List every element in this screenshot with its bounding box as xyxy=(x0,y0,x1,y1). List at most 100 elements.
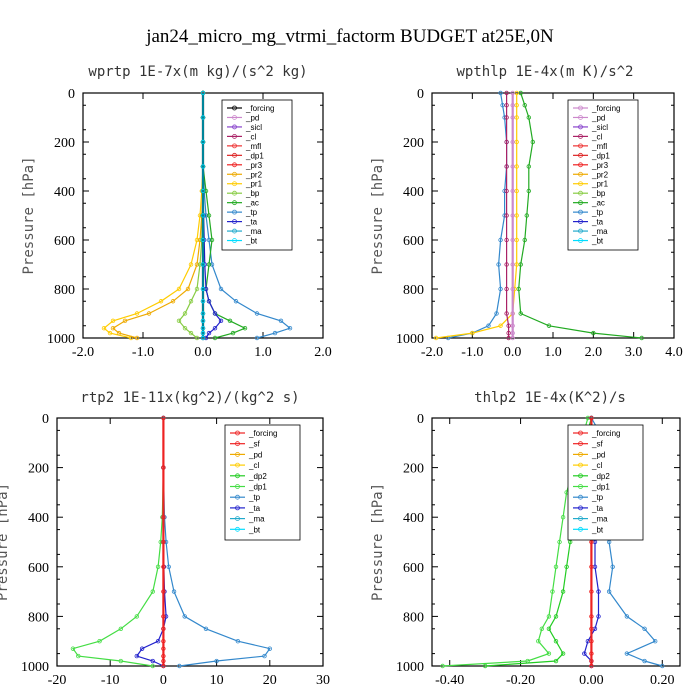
x-tick-label: 0.20 xyxy=(650,673,675,688)
data-point xyxy=(560,589,566,594)
legend-label: _pr2 xyxy=(591,170,609,179)
data-point xyxy=(161,646,166,651)
y-tick-label: 1000 xyxy=(21,660,49,675)
data-point xyxy=(539,626,545,631)
legend-marker xyxy=(235,462,240,468)
x-tick-label: -1.0 xyxy=(132,345,154,360)
figure-title: jan24_micro_mg_vtrmi_factorm BUDGET at25… xyxy=(145,26,554,47)
data-point xyxy=(504,115,509,120)
data-point xyxy=(589,663,594,669)
legend-label: _pd xyxy=(245,113,259,122)
data-point xyxy=(546,323,552,328)
data-point xyxy=(235,639,241,644)
legend-marker xyxy=(578,200,583,206)
legend-marker xyxy=(578,505,583,511)
legend-marker xyxy=(235,526,240,532)
legend-label: _pd xyxy=(591,450,605,459)
legend-marker xyxy=(578,219,583,225)
x-tick-label: 2.0 xyxy=(585,345,603,360)
data-point xyxy=(553,614,559,619)
data-point xyxy=(110,318,116,324)
x-tick-label: 0.00 xyxy=(579,673,604,688)
data-point xyxy=(510,103,515,108)
data-point xyxy=(166,564,171,569)
data-point xyxy=(134,335,140,341)
legend-label: _tp xyxy=(248,493,261,502)
data-point xyxy=(504,188,509,194)
data-point xyxy=(504,139,509,145)
data-point xyxy=(134,311,140,316)
data-point xyxy=(161,589,166,594)
series-line-tp xyxy=(447,92,508,339)
data-point xyxy=(194,237,200,243)
legend: _forcing _sf_pd _cl _dp2 _dp1_tp _ta _ma_bt xyxy=(567,424,644,541)
data-point xyxy=(118,658,124,664)
data-point xyxy=(591,330,596,336)
legend-label: _dp1 xyxy=(248,483,267,492)
data-point xyxy=(200,311,206,316)
data-point xyxy=(510,311,515,316)
data-point xyxy=(272,330,278,336)
data-point xyxy=(482,663,488,669)
legend-label: _bp xyxy=(245,189,260,198)
data-point xyxy=(146,311,152,316)
legend-marker xyxy=(578,228,583,234)
legend-marker xyxy=(232,238,237,243)
legend-marker xyxy=(232,190,237,196)
y-tick-label: 600 xyxy=(403,234,424,249)
legend-marker xyxy=(578,171,583,177)
legend-label: _ta xyxy=(591,504,604,513)
data-point xyxy=(200,115,206,120)
data-point xyxy=(150,663,155,669)
x-tick-label: 30 xyxy=(316,673,330,688)
data-point xyxy=(504,237,509,243)
data-point xyxy=(161,564,166,569)
legend-label: _cl xyxy=(245,132,256,141)
legend-label: _pr1 xyxy=(245,180,263,189)
data-point xyxy=(200,299,206,304)
data-point xyxy=(596,614,601,619)
data-point xyxy=(161,626,166,631)
legend: _forcing_pd_sicl_cl_mfl_dp1_pr3_pr2_pr1_… xyxy=(221,99,293,251)
panel-title: rtp2 1E-11x(kg^2)/(kg^2 s) xyxy=(80,390,299,406)
y-tick-label: 600 xyxy=(54,234,75,249)
data-point xyxy=(518,311,523,316)
legend-marker xyxy=(578,162,583,168)
data-point xyxy=(546,626,552,631)
data-point xyxy=(76,653,81,659)
legend-label: _mfl xyxy=(591,142,607,151)
data-point xyxy=(200,262,206,267)
data-point xyxy=(506,335,511,341)
data-point xyxy=(150,658,155,664)
y-tick-label: 0 xyxy=(417,412,424,427)
data-point xyxy=(526,188,531,194)
data-point xyxy=(557,539,562,545)
data-point xyxy=(610,564,615,569)
legend-label: _forcing xyxy=(245,104,274,113)
legend-marker xyxy=(578,124,583,130)
plot-frame xyxy=(431,417,681,667)
y-tick-label: 800 xyxy=(54,283,75,298)
data-point xyxy=(122,318,128,324)
y-tick-label: 1000 xyxy=(47,332,75,347)
legend-label: _pd xyxy=(591,113,605,122)
legend-marker xyxy=(578,462,583,468)
legend-label: _tp xyxy=(245,208,258,217)
data-point xyxy=(494,311,499,316)
legend-marker xyxy=(578,451,583,457)
data-point xyxy=(440,663,445,669)
data-point xyxy=(161,515,166,520)
data-point xyxy=(486,323,491,328)
legend-label: _pr3 xyxy=(245,161,263,170)
data-point xyxy=(553,564,559,569)
data-point xyxy=(150,589,155,594)
data-point xyxy=(522,237,527,243)
data-point xyxy=(200,237,206,243)
legend-label: _pr3 xyxy=(591,161,609,170)
data-point xyxy=(176,318,182,324)
panel-title: wpthlp 1E-4x(m K)/s^2 xyxy=(456,64,633,80)
legend-label: _dp1 xyxy=(245,151,264,160)
data-point xyxy=(212,335,218,341)
y-axis-label: Pressure [hPa] xyxy=(370,483,386,601)
x-tick-label: -0.40 xyxy=(435,673,464,688)
